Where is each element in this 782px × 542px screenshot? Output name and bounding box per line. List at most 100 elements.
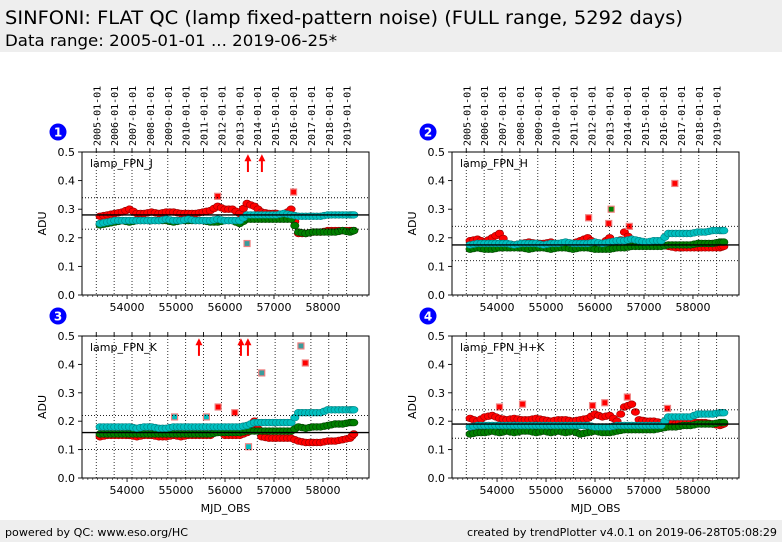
date-tick-label: 2017-01-01 xyxy=(677,86,688,146)
date-tick-label: 2018-01-01 xyxy=(695,86,706,146)
data-point-cyan xyxy=(719,409,729,417)
y-axis-label: ADU xyxy=(36,211,49,235)
date-tick-label: 2014-01-01 xyxy=(623,86,634,146)
footer-created-by: created by trendPlotter v4.0.1 on 2019-0… xyxy=(467,526,777,539)
panel-number-badge xyxy=(49,123,67,141)
date-tick-label: 2019-01-01 xyxy=(343,86,354,146)
outlier-marker xyxy=(231,409,239,417)
date-tick-label: 2009-01-01 xyxy=(534,86,545,146)
y-tick-label: 0.0 xyxy=(58,472,76,485)
y-tick-label: 0.1 xyxy=(58,444,76,457)
panel-number-badge xyxy=(419,307,437,325)
outlier-marker xyxy=(244,443,253,451)
data-point-cyan xyxy=(349,406,359,414)
y-tick-label: 0.5 xyxy=(58,146,76,159)
x-tick-label: 56000 xyxy=(208,301,243,314)
data-point-red xyxy=(616,410,626,418)
data-point-green xyxy=(349,418,359,427)
panel-number: 3 xyxy=(54,310,62,324)
date-tick-label: 2017-01-01 xyxy=(307,86,318,146)
panel-number: 4 xyxy=(424,310,432,324)
date-tick-label: 2013-01-01 xyxy=(235,86,246,146)
date-tick-label: 2005-01-01 xyxy=(462,86,473,146)
panel-number-badge xyxy=(49,307,67,325)
outlier-marker xyxy=(214,192,222,200)
outlier-marker xyxy=(301,359,309,367)
y-tick-label: 0.1 xyxy=(428,260,446,273)
x-tick-label: 57000 xyxy=(626,301,661,314)
y-tick-label: 0.4 xyxy=(428,358,446,371)
data-point-red xyxy=(349,430,359,438)
outlier-marker xyxy=(601,399,609,407)
x-tick-label: 57000 xyxy=(626,484,661,497)
date-tick-label: 2006-01-01 xyxy=(480,86,491,146)
x-tick-label: 57000 xyxy=(256,484,291,497)
header-band xyxy=(0,0,782,52)
panel-title: lamp_FPN_J xyxy=(90,157,153,170)
data-point-red xyxy=(627,400,637,408)
plot-area xyxy=(452,152,739,295)
date-tick-label: 2010-01-01 xyxy=(182,86,193,146)
outlier-marker xyxy=(671,179,679,188)
plot-panel-4: 0.0 0.1 0.2 0.3 0.4 0.5 54000 55000 56000 57000 58… xyxy=(406,307,740,515)
y-axis-label: ADU xyxy=(406,395,419,419)
x-tick-label: 56000 xyxy=(208,484,243,497)
x-tick-label: 54000 xyxy=(480,484,515,497)
outlier-marker xyxy=(607,205,615,213)
date-tick-label: 2009-01-01 xyxy=(164,86,175,146)
plot-frame xyxy=(451,335,740,479)
x-axis-label: MJD_OBS xyxy=(201,502,251,515)
off-scale-arrow-head xyxy=(258,154,266,162)
outlier-marker xyxy=(495,403,504,411)
outlier-marker xyxy=(605,219,613,228)
y-tick-label: 0.3 xyxy=(428,203,446,216)
date-tick-label: 2013-01-01 xyxy=(605,86,616,146)
x-tick-label: 58000 xyxy=(305,301,340,314)
outlier-marker xyxy=(663,404,672,413)
date-tick-label: 2011-01-01 xyxy=(200,86,211,146)
outlier-marker xyxy=(585,214,593,222)
panel-title: lamp_FPN_H xyxy=(460,157,528,170)
y-tick-label: 0.4 xyxy=(58,175,76,188)
date-tick-label: 2018-01-01 xyxy=(325,86,336,146)
date-tick-label: 2016-01-01 xyxy=(659,86,670,146)
y-tick-label: 0.1 xyxy=(428,444,446,457)
outlier-marker xyxy=(289,188,298,196)
x-tick-label: 56000 xyxy=(578,484,613,497)
date-tick-label: 2012-01-01 xyxy=(587,86,598,146)
x-tick-label: 56000 xyxy=(578,301,613,314)
off-scale-arrow-head xyxy=(195,338,203,346)
y-tick-label: 0.5 xyxy=(428,330,446,343)
x-tick-label: 58000 xyxy=(675,484,710,497)
date-tick-label: 2010-01-01 xyxy=(552,86,563,146)
panel-number: 2 xyxy=(424,126,432,140)
y-tick-label: 0.2 xyxy=(428,415,446,428)
data-point-red xyxy=(630,408,640,416)
y-tick-label: 0.2 xyxy=(428,232,446,245)
plot-panels: 0.0 0.1 0.2 0.3 0.4 0.5 54000 55000 56000 57000 58… xyxy=(36,86,740,515)
y-tick-label: 0.0 xyxy=(428,472,446,485)
outlier-marker xyxy=(588,401,597,410)
y-tick-label: 0.5 xyxy=(428,146,446,159)
plot-frame xyxy=(451,151,740,296)
page-title: SINFONI: FLAT QC (lamp fixed-pattern noi… xyxy=(5,7,683,29)
y-tick-label: 0.0 xyxy=(428,289,446,302)
x-tick-label: 54000 xyxy=(480,301,515,314)
outlier-marker xyxy=(297,342,305,350)
off-scale-arrow-head xyxy=(237,338,245,346)
date-tick-label: 2008-01-01 xyxy=(146,86,157,146)
outlier-marker xyxy=(518,400,527,408)
data-point-green xyxy=(719,418,729,427)
date-tick-label: 2007-01-01 xyxy=(128,86,139,146)
plot-panel-1: 0.0 0.1 0.2 0.3 0.4 0.5 54000 55000 56000 57000 58… xyxy=(36,86,370,314)
x-tick-label: 55000 xyxy=(159,301,194,314)
x-tick-label: 54000 xyxy=(110,301,145,314)
y-axis-label: ADU xyxy=(406,211,419,235)
plot-frame xyxy=(81,151,370,296)
panel-number: 1 xyxy=(54,126,62,140)
plot-panel-2: 0.0 0.1 0.2 0.3 0.4 0.5 54000 55000 56000 57000 58… xyxy=(406,86,740,314)
y-tick-label: 0.5 xyxy=(58,330,76,343)
plot-area xyxy=(82,336,369,478)
data-point-cyan xyxy=(719,226,729,235)
